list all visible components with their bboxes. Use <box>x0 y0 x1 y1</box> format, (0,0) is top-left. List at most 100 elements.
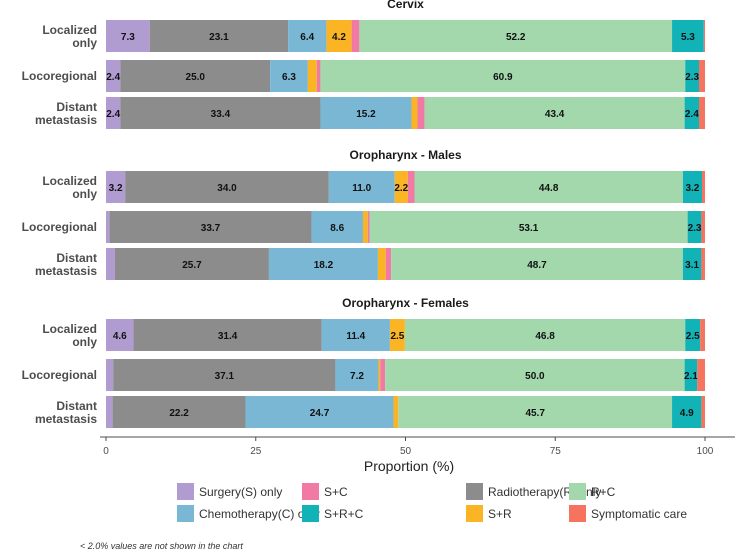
bar-segment <box>697 359 705 391</box>
bar-segment <box>328 171 395 203</box>
legend-label: Surgery(S) only <box>199 485 282 499</box>
bar-segment <box>380 359 386 391</box>
bar-segment <box>106 359 114 391</box>
bar-segment <box>106 211 110 243</box>
bar-row: Localized only 4.6 31.4 11.4 2.5 46.8 2.5 <box>42 319 705 351</box>
segment-value-label: 50.0 <box>525 371 545 382</box>
bar-segment <box>684 359 698 391</box>
segment-value-label: 5.3 <box>681 32 695 43</box>
bar-segment <box>391 248 683 280</box>
row-label: Localized only <box>42 322 97 349</box>
legend-item: S+C <box>302 483 348 500</box>
segment-value-label: 15.2 <box>356 109 376 120</box>
bar-segment <box>702 171 706 203</box>
panel-title: Cervix <box>387 0 424 11</box>
bar-segment <box>685 319 701 351</box>
bar-segment <box>701 248 705 280</box>
bar-segment <box>407 171 415 203</box>
bar-segment <box>125 171 329 203</box>
bar-segment <box>703 20 705 52</box>
bar-segment <box>288 20 327 52</box>
bar-segment <box>133 319 322 351</box>
bar-segment <box>687 211 702 243</box>
segment-value-label: 23.1 <box>209 32 229 43</box>
segment-value-label: 48.7 <box>527 260 547 271</box>
bar-segment <box>393 396 399 428</box>
x-axis-title: Proportion (%) <box>364 458 454 474</box>
row-label: Distant metastasis <box>35 100 97 127</box>
legend-label: Symptomatic care <box>591 507 687 521</box>
bar-segment <box>700 319 705 351</box>
legend-label: S+R <box>488 507 512 521</box>
bar-segment <box>701 211 705 243</box>
bar-segment <box>316 60 321 92</box>
segment-value-label: 43.4 <box>545 109 565 120</box>
segment-value-label: 53.1 <box>519 223 539 234</box>
bar-segment <box>685 60 700 92</box>
bar-segment <box>270 60 308 92</box>
segment-value-label: 25.7 <box>182 260 202 271</box>
x-tick-label: 0 <box>103 446 109 457</box>
segment-value-label: 7.2 <box>350 371 364 382</box>
bar-segment <box>109 211 312 243</box>
bar-segment <box>378 359 381 391</box>
segment-value-label: 2.5 <box>686 331 700 342</box>
segment-value-label: 45.7 <box>525 408 545 419</box>
segment-value-label: 2.2 <box>394 183 408 194</box>
panel-2: Oropharynx - Males Localized only 3.2 34.0 11… <box>22 148 706 280</box>
segment-value-label: 3.2 <box>109 183 123 194</box>
bar-segment <box>672 20 704 52</box>
bar-row: Locoregional 33.7 8.6 53.1 2.3 <box>22 211 705 243</box>
segment-value-label: 11.4 <box>346 331 365 342</box>
segment-value-label: 2.4 <box>106 109 120 120</box>
bar-segment <box>417 97 425 129</box>
row-label: Localized only <box>42 174 97 201</box>
bar-segment <box>106 319 134 351</box>
legend-label: Chemotherapy(C) only <box>199 507 320 521</box>
segment-value-label: 6.3 <box>282 72 296 83</box>
bar-segment <box>699 97 705 129</box>
bar-row: Localized only 3.2 34.0 11.0 2.2 44.8 3.2 <box>42 171 706 203</box>
row-label: Localized only <box>42 23 97 50</box>
legend-item: R+C <box>569 483 616 500</box>
x-tick-label: 75 <box>550 446 562 457</box>
segment-value-label: 2.4 <box>685 109 699 120</box>
legend-swatch <box>177 483 194 500</box>
segment-value-label: 33.4 <box>211 109 231 120</box>
bar-segment <box>377 248 386 280</box>
bar-segment <box>682 171 703 203</box>
legend-swatch <box>466 505 483 522</box>
segment-value-label: 52.2 <box>506 32 526 43</box>
panel-title: Oropharynx - Males <box>349 148 461 162</box>
legend-swatch <box>177 505 194 522</box>
legend-swatch <box>302 483 319 500</box>
row-label: Distant metastasis <box>35 399 97 426</box>
bar-segment <box>114 248 269 280</box>
bar-segment <box>389 319 405 351</box>
bar-segment <box>106 97 121 129</box>
bar-segment <box>321 319 390 351</box>
legend-swatch <box>569 483 586 500</box>
bar-segment <box>672 396 702 428</box>
bar-segment <box>385 248 392 280</box>
legend-label: S+R+C <box>324 507 364 521</box>
bar-row: Localized only 7.3 23.1 6.4 4.2 52.2 5.3 <box>42 20 705 52</box>
segment-value-label: 2.3 <box>688 223 702 234</box>
segment-value-label: 33.7 <box>201 223 221 234</box>
bar-segment <box>411 97 418 129</box>
bar-segment <box>684 97 700 129</box>
panel-3: Oropharynx - Females Localized only 4.6 31.4… <box>22 296 705 428</box>
segment-value-label: 6.4 <box>300 32 314 43</box>
bar-segment <box>120 60 271 92</box>
bar-segment <box>335 359 379 391</box>
bar-row: Locoregional 37.1 7.2 50.0 2.1 <box>22 359 705 391</box>
row-label: Locoregional <box>22 69 97 83</box>
x-tick-label: 25 <box>250 446 262 457</box>
segment-value-label: 2.5 <box>390 331 404 342</box>
bar-segment <box>120 97 321 129</box>
bar-segment <box>359 20 673 52</box>
bar-segment <box>149 20 289 52</box>
segment-value-label: 2.4 <box>106 72 120 83</box>
segment-value-label: 25.0 <box>186 72 206 83</box>
